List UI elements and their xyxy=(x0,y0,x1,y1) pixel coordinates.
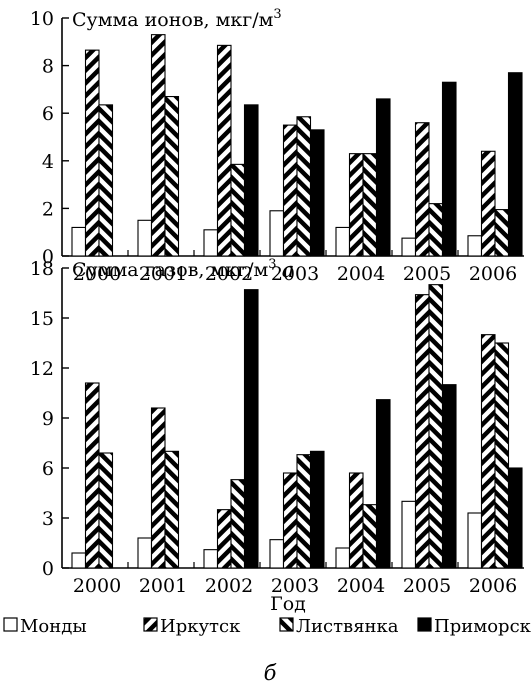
bar-listvyanka-2002 xyxy=(230,479,246,569)
bar-irkutsk-2000 xyxy=(84,382,100,569)
legend-label-primorskaya: Приморская xyxy=(434,616,531,637)
bar-listvyanka-2002 xyxy=(230,163,246,257)
bar-primorskaya-2006 xyxy=(507,467,523,569)
y-tick-label: 18 xyxy=(30,258,54,280)
chart-panel-a: 0 2 4 6 8 10 Сумма ионов, мкг/м3 2000 2001 2002 20… xyxy=(30,7,524,285)
chart-title: Сумма газов, мкг/м3 xyxy=(72,257,277,281)
legend-swatch-mondy xyxy=(3,617,18,632)
bar-mondy-2003 xyxy=(269,539,285,569)
bar-primorskaya-2005 xyxy=(441,81,457,257)
bar-mondy-2005 xyxy=(401,237,417,257)
bar-listvyanka-2003 xyxy=(296,116,312,257)
x-tick-label: 2003 xyxy=(271,575,319,597)
legend-swatch-primorskaya xyxy=(417,617,432,632)
bar-mondy-2005 xyxy=(401,500,417,569)
x-tick-label: 2006 xyxy=(469,575,517,597)
bar-mondy-2004 xyxy=(335,547,351,569)
bar-irkutsk-2006 xyxy=(480,150,496,257)
bar-listvyanka-2000 xyxy=(98,104,114,257)
bar-irkutsk-2003 xyxy=(282,472,298,569)
x-tick-label: 2002 xyxy=(205,575,253,597)
bar-mondy-2000 xyxy=(71,226,87,257)
bar-listvyanka-2006 xyxy=(494,209,510,257)
bar-irkutsk-2001 xyxy=(150,407,166,569)
bar-irkutsk-2003 xyxy=(282,124,298,257)
legend-label-irkutsk: Иркутск xyxy=(160,616,241,637)
bar-listvyanka-2004 xyxy=(362,153,378,257)
bar-primorskaya-2004 xyxy=(375,98,391,257)
bar-irkutsk-2006 xyxy=(480,334,496,569)
bar-mondy-2000 xyxy=(71,552,87,569)
x-tick-label: 2001 xyxy=(139,575,187,597)
legend-label-listvyanka: Листвянка xyxy=(296,616,399,637)
y-tick-label: 3 xyxy=(42,508,54,530)
bar-mondy-2006 xyxy=(467,512,483,569)
x-tick-label: 2001 xyxy=(139,263,187,285)
x-tick-label: 2005 xyxy=(403,575,451,597)
bar-mondy-2003 xyxy=(269,210,285,257)
bar-mondy-2002 xyxy=(203,549,219,569)
legend-label-mondy: Монды xyxy=(20,616,87,637)
y-tick-label: 9 xyxy=(42,408,54,430)
bar-listvyanka-2001 xyxy=(164,95,180,257)
bar-irkutsk-2004 xyxy=(348,153,364,257)
x-axis-label: Год xyxy=(270,593,306,615)
chart-title: Сумма ионов, мкг/м3 xyxy=(72,7,282,31)
x-tick-label: 2003 xyxy=(271,263,319,285)
bar-listvyanka-2006 xyxy=(494,342,510,569)
bar-primorskaya-2002 xyxy=(243,289,259,569)
bar-irkutsk-2002 xyxy=(216,509,232,569)
y-tick-label: 2 xyxy=(42,198,54,220)
y-tick-label: 6 xyxy=(42,458,54,480)
x-tick-label: 2000 xyxy=(73,575,121,597)
bar-primorskaya-2004 xyxy=(375,399,391,569)
bar-listvyanka-2005 xyxy=(428,203,444,257)
y-tick-label: 0 xyxy=(42,246,54,268)
bar-irkutsk-2000 xyxy=(84,49,100,257)
x-tick-label: 2006 xyxy=(469,263,517,285)
bar-listvyanka-2001 xyxy=(164,450,180,569)
x-tick-label: 2004 xyxy=(337,263,385,285)
bar-mondy-2006 xyxy=(467,235,483,257)
legend-swatch-listvyanka xyxy=(279,617,294,632)
panel-label-b: б xyxy=(264,661,277,685)
bar-primorskaya-2003 xyxy=(309,129,325,257)
y-tick-label: 12 xyxy=(30,358,54,380)
panel-label-a: а xyxy=(282,258,295,282)
y-tick-label: 6 xyxy=(42,103,54,125)
bar-mondy-2002 xyxy=(203,229,219,257)
y-tick-label: 10 xyxy=(30,8,54,30)
y-tick-label: 8 xyxy=(42,56,54,78)
bar-listvyanka-2005 xyxy=(428,284,444,569)
bar-irkutsk-2005 xyxy=(414,122,430,257)
bar-irkutsk-2005 xyxy=(414,294,430,569)
legend-swatch-irkutsk xyxy=(143,617,158,632)
x-tick-label: 2000 xyxy=(73,263,121,285)
y-tick-label: 4 xyxy=(42,151,54,173)
bar-primorskaya-2005 xyxy=(441,384,457,569)
bar-irkutsk-2001 xyxy=(150,34,166,257)
x-tick-label: 2004 xyxy=(337,575,385,597)
bar-listvyanka-2000 xyxy=(98,452,114,569)
y-tick-label: 15 xyxy=(30,308,54,330)
bar-primorskaya-2002 xyxy=(243,104,259,257)
bar-primorskaya-2003 xyxy=(309,450,325,569)
y-tick-label: 0 xyxy=(42,558,54,580)
bar-mondy-2001 xyxy=(137,219,153,257)
x-tick-label: 2005 xyxy=(403,263,451,285)
legend: Монды Иркутск Листвянка Приморская xyxy=(3,616,531,637)
bar-mondy-2001 xyxy=(137,537,153,569)
bar-listvyanka-2003 xyxy=(296,454,312,569)
x-tick-label: 2002 xyxy=(205,263,253,285)
bar-mondy-2004 xyxy=(335,226,351,257)
bar-irkutsk-2002 xyxy=(216,44,232,257)
bar-listvyanka-2004 xyxy=(362,504,378,569)
bar-primorskaya-2006 xyxy=(507,72,523,257)
bar-irkutsk-2004 xyxy=(348,472,364,569)
